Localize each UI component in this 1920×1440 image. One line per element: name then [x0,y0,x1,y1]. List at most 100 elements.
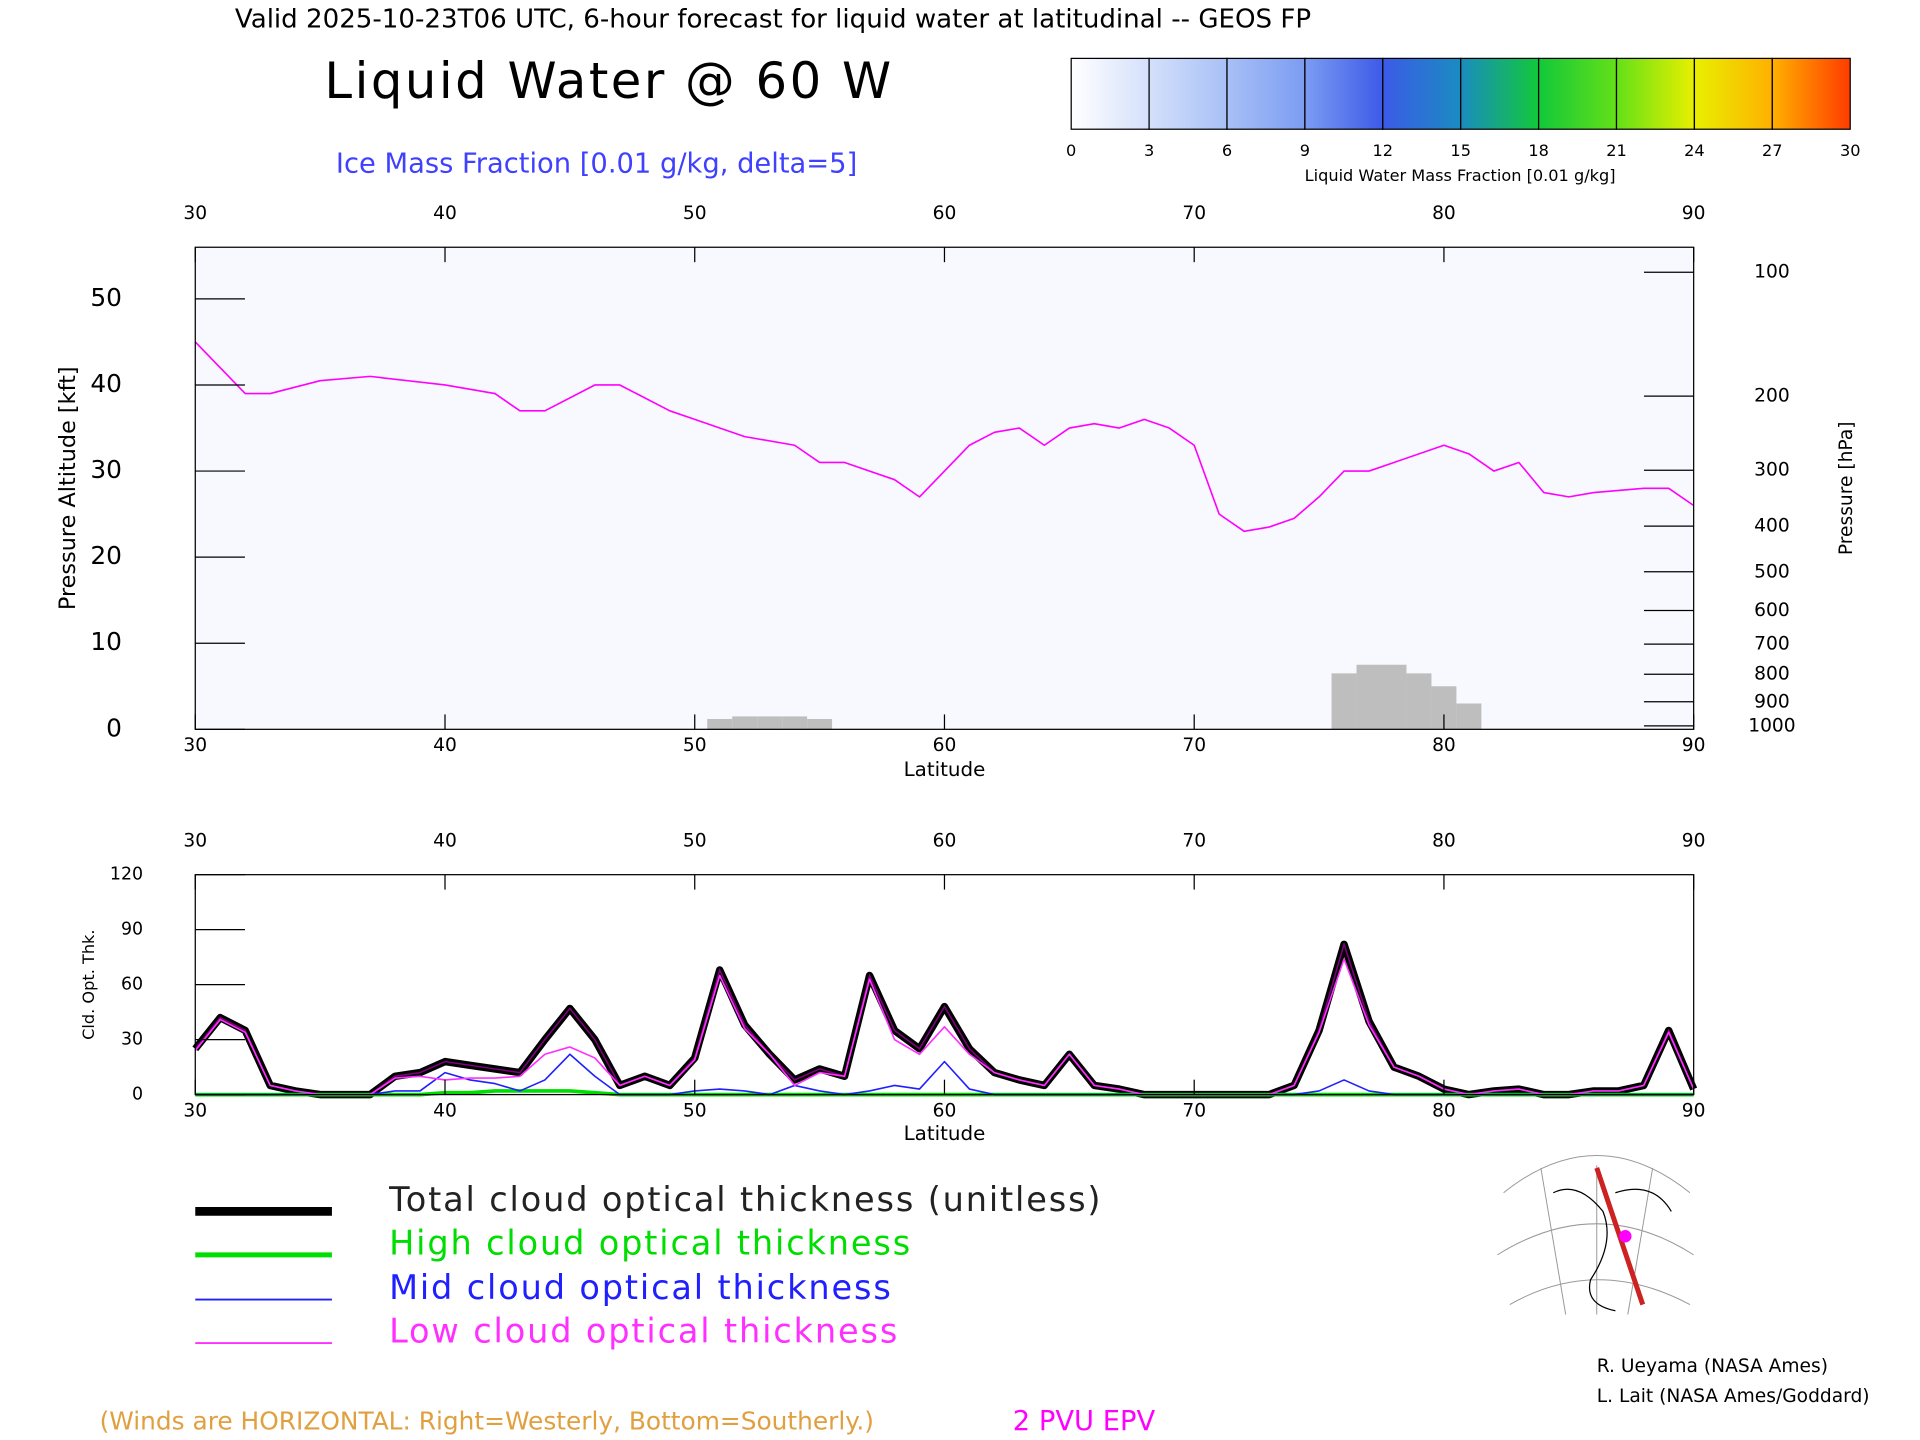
x-tick-label-top: 30 [183,831,207,852]
locator-map [1497,1155,1694,1315]
x-tick-label-top: 90 [1682,831,1706,852]
x-tick-label-top: 40 [433,203,457,224]
colorbar-segment [1226,57,1306,130]
x-tick-label: 90 [1682,735,1706,756]
x-tick-label: 40 [433,735,457,756]
valid-text: Valid 2025-10-23T06 UTC, 6-hour forecast… [235,4,1311,34]
colorbar-tick-label: 12 [1373,141,1394,160]
x-tick-label: 30 [183,735,207,756]
colorbar-segment [1693,57,1773,130]
y2-tick-label: 800 [1754,664,1790,685]
colorbar-tick-label: 0 [1066,141,1076,160]
y2-tick-label: 600 [1754,600,1790,621]
y-axis-label: Cld. Opt. Thk. [79,929,98,1039]
epv-legend: 2 PVU EPV [1013,1406,1156,1437]
x-tick-label: 40 [433,1100,457,1121]
colorbar-tick-label: 3 [1144,141,1154,160]
colorbar-label: Liquid Water Mass Fraction [0.01 g/kg] [1305,166,1616,185]
y2-tick-label: 300 [1754,460,1790,481]
credit: R. Ueyama (NASA Ames) [1597,1356,1828,1377]
y2-axis-label: Pressure [hPa] [1836,421,1857,555]
title: Liquid Water @ 60 W [324,52,893,110]
x-tick-label: 50 [683,735,707,756]
x-tick-label-top: 50 [683,203,707,224]
credit: L. Lait (NASA Ames/Goddard) [1597,1386,1870,1407]
x-tick-label: 70 [1182,735,1206,756]
colorbar-segment [1537,57,1618,130]
y-tick-label: 120 [110,865,143,885]
x-tick-label: 70 [1182,1100,1206,1121]
legend-label: Mid cloud optical thickness [389,1268,893,1307]
colorbar-tick-label: 30 [1840,141,1861,160]
x-axis-label: Latitude [904,758,986,781]
x-tick-label: 80 [1432,1100,1456,1121]
colorbar-tick-label: 9 [1300,141,1310,160]
y-tick-label: 0 [132,1085,143,1105]
y-tick-label: 50 [90,283,122,312]
x-tick-label: 60 [933,1100,957,1121]
legend-label: High cloud optical thickness [389,1223,912,1262]
y-tick-label: 60 [121,975,143,995]
x-tick-label: 50 [683,1100,707,1121]
colorbar-segment [1771,57,1851,130]
x-tick-label-top: 30 [183,203,207,224]
y-tick-label: 10 [90,627,122,656]
terrain-bar [707,718,733,730]
colorbar-segment [1304,57,1384,130]
y2-tick-label: 400 [1754,516,1790,537]
legend: Total cloud optical thickness (unitless)… [195,1180,1102,1351]
x-tick-label-top: 80 [1432,831,1456,852]
x-tick-label-top: 90 [1682,203,1706,224]
colorbar-tick-label: 18 [1528,141,1549,160]
colorbar-tick-label: 24 [1684,141,1705,160]
x-tick-label: 60 [933,735,957,756]
y2-tick-label: 200 [1754,386,1790,407]
y2-tick-label: 1000 [1748,715,1795,736]
y-tick-label: 90 [121,920,143,940]
colorbar-segment [1070,57,1150,130]
x-tick-label-top: 40 [433,831,457,852]
x-tick-label: 30 [183,1100,207,1121]
x-tick-label: 80 [1432,735,1456,756]
terrain-bar [732,716,758,730]
terrain-bar [807,718,833,730]
y2-tick-label: 100 [1754,262,1790,283]
y2-tick-label: 500 [1754,561,1790,582]
colorbar-segment [1460,57,1540,130]
colorbar-segment [1382,57,1462,130]
series-line [194,341,1695,533]
legend-label: Total cloud optical thickness (unitless) [388,1180,1102,1219]
y-tick-label: 0 [106,713,122,742]
x-tick-label-top: 70 [1182,203,1206,224]
panel: 3030404050506060707080809090010203040501… [55,203,1857,781]
winds-note: (Winds are HORIZONTAL: Right=Westerly, B… [100,1407,874,1436]
y2-tick-label: 700 [1754,634,1790,655]
x-tick-label-top: 80 [1432,203,1456,224]
y-tick-label: 30 [121,1030,143,1050]
terrain-bar [782,716,808,730]
y-tick-label: 40 [90,369,122,398]
x-axis-label: Latitude [904,1122,986,1145]
colorbar-tick-label: 15 [1450,141,1471,160]
terrain-bar [757,716,783,730]
colorbar-segment [1148,57,1228,130]
legend-label: Low cloud optical thickness [389,1312,899,1351]
x-tick-label: 90 [1682,1100,1706,1121]
panel: 30 30 40 40 50 50 60 60 70 70 80 80 90 90 0 30 60 90 120 La… [79,831,1705,1145]
y-tick-label: 20 [90,541,122,570]
terrain-bar [1356,664,1382,730]
terrain-bar [1456,703,1482,730]
terrain-bar [1381,664,1407,730]
x-tick-label-top: 60 [933,831,957,852]
terrain-bar [1406,673,1432,730]
subtitle: Ice Mass Fraction [0.01 g/kg, delta=5] [336,149,857,180]
y-axis-label: Pressure Altitude [kft] [55,366,81,610]
x-tick-label-top: 70 [1182,831,1206,852]
terrain-bar [1331,673,1357,730]
y2-tick-label: 900 [1754,691,1790,712]
colorbar-tick-label: 27 [1762,141,1783,160]
x-tick-label-top: 50 [683,831,707,852]
y-tick-label: 30 [90,455,122,484]
colorbar-segment [1615,57,1696,130]
